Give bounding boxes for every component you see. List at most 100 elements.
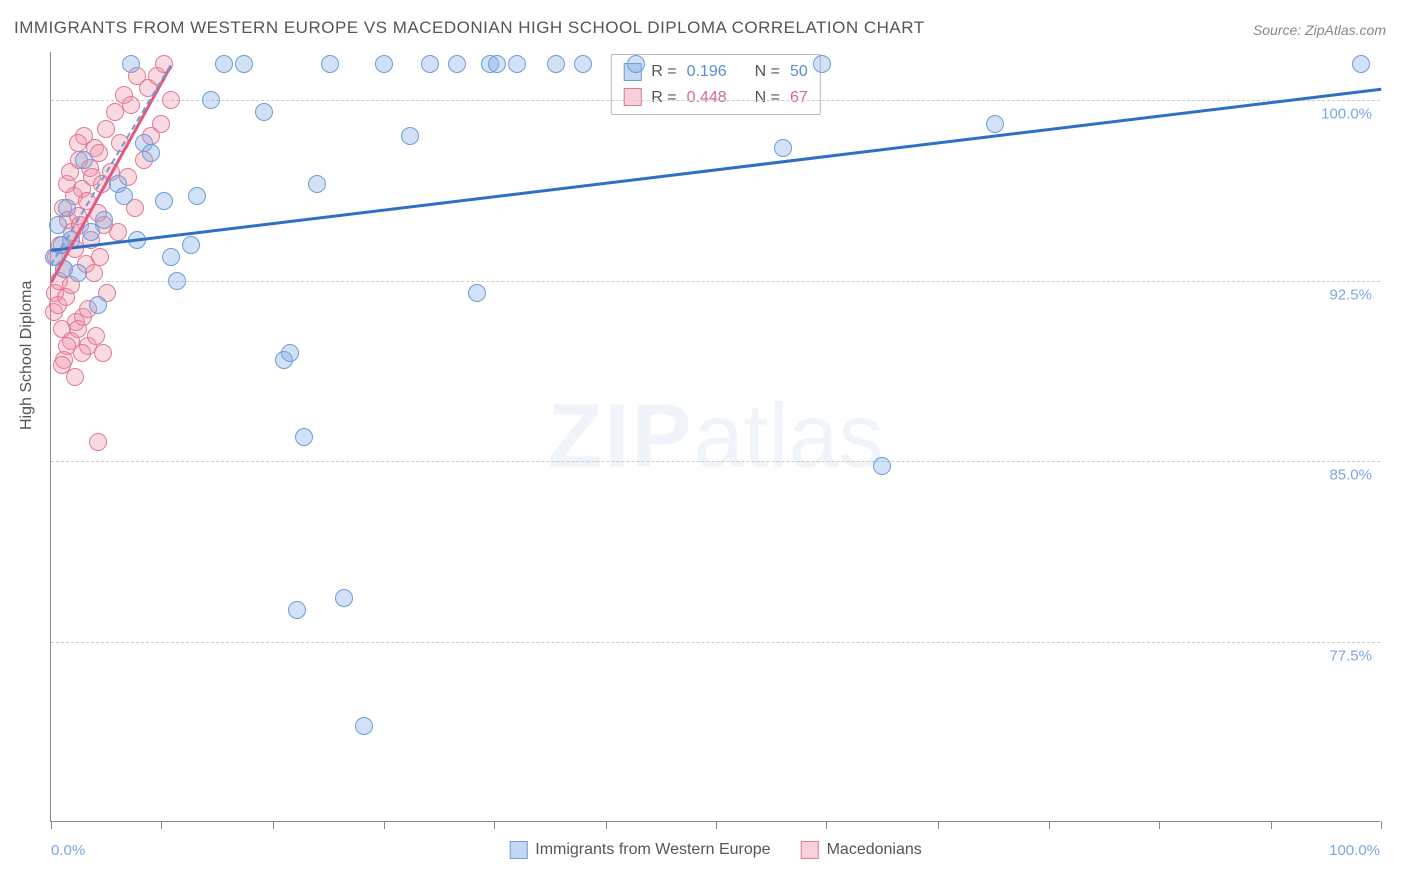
x-tick <box>1271 821 1272 829</box>
scatter-point-blue <box>355 717 373 735</box>
scatter-point-blue <box>813 55 831 73</box>
scatter-point-blue <box>468 284 486 302</box>
x-tick <box>606 821 607 829</box>
swatch-pink-icon <box>801 841 819 859</box>
watermark-light: atlas <box>693 386 883 486</box>
x-tick <box>384 821 385 829</box>
plot-area: ZIPatlas R = 0.196 N = 50 R = 0.448 N = … <box>50 52 1380 822</box>
scatter-point-blue <box>215 55 233 73</box>
x-tick <box>1381 821 1382 829</box>
scatter-point-blue <box>308 175 326 193</box>
x-tick-label: 100.0% <box>1329 842 1380 859</box>
stats-row-pink: R = 0.448 N = 67 <box>623 85 808 111</box>
scatter-point-blue <box>49 216 67 234</box>
watermark-bold: ZIP <box>547 386 693 486</box>
bottom-legend: Immigrants from Western Europe Macedonia… <box>509 841 922 859</box>
scatter-point-pink <box>87 327 105 345</box>
scatter-point-blue <box>95 211 113 229</box>
scatter-point-blue <box>448 55 466 73</box>
scatter-point-pink <box>155 55 173 73</box>
legend-label-pink: Macedonians <box>827 841 922 859</box>
y-axis-label: High School Diploma <box>18 281 36 430</box>
scatter-point-blue <box>202 91 220 109</box>
scatter-point-blue <box>774 139 792 157</box>
gridline-h <box>51 100 1380 101</box>
r-label: R = <box>651 85 676 111</box>
scatter-point-blue <box>122 55 140 73</box>
scatter-point-blue <box>335 589 353 607</box>
legend-item-blue: Immigrants from Western Europe <box>509 841 770 859</box>
x-tick <box>938 821 939 829</box>
scatter-point-pink <box>66 368 84 386</box>
scatter-point-blue <box>168 272 186 290</box>
x-tick <box>1159 821 1160 829</box>
x-tick <box>161 821 162 829</box>
scatter-point-pink <box>89 433 107 451</box>
y-tick-label: 85.0% <box>1329 467 1372 484</box>
r-label: R = <box>651 59 676 85</box>
scatter-point-pink <box>69 134 87 152</box>
n-label: N = <box>755 59 780 85</box>
scatter-point-blue <box>115 187 133 205</box>
scatter-point-blue <box>155 192 173 210</box>
scatter-point-blue <box>1352 55 1370 73</box>
n-value-blue: 50 <box>790 59 808 85</box>
gridline-h <box>51 642 1380 643</box>
scatter-point-pink <box>97 120 115 138</box>
scatter-point-pink <box>152 115 170 133</box>
scatter-point-blue <box>182 236 200 254</box>
scatter-point-blue <box>288 601 306 619</box>
scatter-point-blue <box>375 55 393 73</box>
swatch-pink-icon <box>623 88 641 106</box>
source-label: Source: ZipAtlas.com <box>1253 22 1386 38</box>
scatter-point-blue <box>547 55 565 73</box>
scatter-point-blue <box>508 55 526 73</box>
scatter-point-blue <box>421 55 439 73</box>
scatter-point-pink <box>58 337 76 355</box>
scatter-point-pink <box>162 91 180 109</box>
scatter-point-pink <box>91 248 109 266</box>
scatter-point-pink <box>85 264 103 282</box>
y-tick-label: 92.5% <box>1329 286 1372 303</box>
x-tick <box>826 821 827 829</box>
scatter-point-blue <box>162 248 180 266</box>
scatter-point-blue <box>627 55 645 73</box>
legend-item-pink: Macedonians <box>801 841 922 859</box>
scatter-point-pink <box>69 320 87 338</box>
swatch-blue-icon <box>509 841 527 859</box>
scatter-point-blue <box>488 55 506 73</box>
scatter-point-pink <box>122 96 140 114</box>
watermark: ZIPatlas <box>547 385 883 488</box>
n-label: N = <box>755 85 780 111</box>
scatter-point-blue <box>873 457 891 475</box>
scatter-point-blue <box>142 144 160 162</box>
gridline-h <box>51 281 1380 282</box>
x-tick <box>273 821 274 829</box>
chart-title: IMMIGRANTS FROM WESTERN EUROPE VS MACEDO… <box>14 18 925 38</box>
scatter-point-blue <box>574 55 592 73</box>
scatter-point-blue <box>69 264 87 282</box>
scatter-point-blue <box>58 199 76 217</box>
r-value-blue: 0.196 <box>687 59 727 85</box>
scatter-point-blue <box>401 127 419 145</box>
scatter-point-blue <box>188 187 206 205</box>
x-tick <box>494 821 495 829</box>
x-tick-label: 0.0% <box>51 842 85 859</box>
scatter-point-blue <box>255 103 273 121</box>
scatter-point-blue <box>295 428 313 446</box>
legend-label-blue: Immigrants from Western Europe <box>535 841 770 859</box>
scatter-point-blue <box>89 296 107 314</box>
scatter-point-blue <box>321 55 339 73</box>
y-tick-label: 100.0% <box>1321 106 1372 123</box>
y-tick-label: 77.5% <box>1329 647 1372 664</box>
scatter-point-pink <box>94 344 112 362</box>
x-tick <box>51 821 52 829</box>
scatter-point-pink <box>109 223 127 241</box>
stats-row-blue: R = 0.196 N = 50 <box>623 59 808 85</box>
scatter-point-blue <box>75 151 93 169</box>
r-value-pink: 0.448 <box>687 85 727 111</box>
scatter-point-blue <box>281 344 299 362</box>
scatter-point-blue <box>235 55 253 73</box>
scatter-point-blue <box>986 115 1004 133</box>
x-tick <box>1049 821 1050 829</box>
